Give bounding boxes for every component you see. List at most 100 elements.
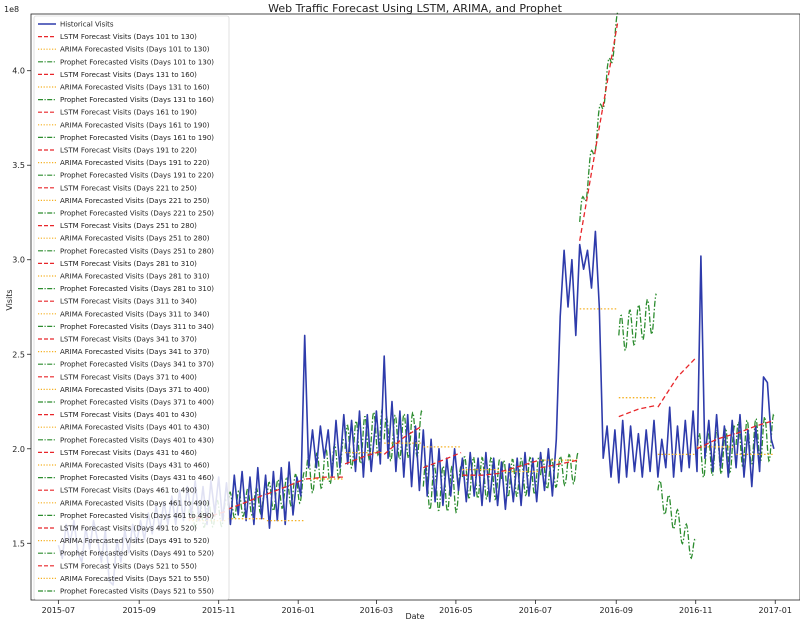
lstm-forecast-line <box>344 450 384 465</box>
legend-box <box>33 15 230 600</box>
y-axis-ticks: 1.5 2.0 2.5 3.0 3.5 4.0 <box>12 67 31 548</box>
legend-label: Prophet Forecasted Visits (Days 221 to 2… <box>60 210 214 218</box>
y-tick-label: 3.0 <box>12 256 25 265</box>
legend-label: ARIMA Forecasted Visits (Days 401 to 430… <box>60 424 210 432</box>
legend-label: LSTM Forecast Visits (Days 341 to 370) <box>60 336 197 344</box>
lstm-forecast-line <box>735 419 775 435</box>
x-tick-label: 2017-01 <box>759 606 792 615</box>
lstm-forecast-line <box>227 493 266 510</box>
legend-label: LSTM Forecast Visits (Days 161 to 190) <box>60 109 197 117</box>
legend-label: ARIMA Forecasted Visits (Days 491 to 520… <box>60 537 210 545</box>
legend-label: Historical Visits <box>60 21 114 29</box>
legend-label: LSTM Forecast Visits (Days 281 to 310) <box>60 260 197 268</box>
lstm-forecast-line <box>579 23 619 241</box>
lstm-forecast-line <box>501 459 540 473</box>
legend-label: ARIMA Forecasted Visits (Days 521 to 550… <box>60 575 210 583</box>
x-tick-label: 2016-11 <box>679 606 712 615</box>
legend-label: LSTM Forecast Visits (Days 371 to 400) <box>60 373 197 381</box>
x-tick-label: 2016-01 <box>281 606 314 615</box>
legend-label: LSTM Forecast Visits (Days 191 to 220) <box>60 147 197 155</box>
y-tick-label: 4.0 <box>12 67 25 76</box>
legend-label: Prophet Forecasted Visits (Days 101 to 1… <box>60 58 214 66</box>
legend-label: LSTM Forecast Visits (Days 401 to 430) <box>60 411 197 419</box>
x-axis-label: Date <box>405 612 424 621</box>
lstm-forecast-line <box>540 459 579 469</box>
prophet-forecast-line <box>500 455 540 498</box>
x-tick-label: 2015-11 <box>202 606 235 615</box>
y-tick-label: 3.5 <box>12 161 25 170</box>
y-scale-multiplier: 1e8 <box>4 5 19 14</box>
y-tick-label: 2.0 <box>12 445 25 454</box>
legend-label: ARIMA Forecasted Visits (Days 311 to 340… <box>60 310 210 318</box>
legend-label: Prophet Forecasted Visits (Days 431 to 4… <box>60 474 214 482</box>
legend-label: Prophet Forecasted Visits (Days 401 to 4… <box>60 436 214 444</box>
lstm-forecast-line <box>305 476 344 480</box>
legend-label: Prophet Forecasted Visits (Days 311 to 3… <box>60 323 214 331</box>
legend-label: ARIMA Forecasted Visits (Days 281 to 310… <box>60 273 210 281</box>
legend-label: Prophet Forecasted Visits (Days 371 to 4… <box>60 399 214 407</box>
legend-label: LSTM Forecast Visits (Days 131 to 160) <box>60 71 197 79</box>
prophet-forecast-line <box>657 479 697 560</box>
lstm-forecast-line <box>423 451 462 469</box>
legend: Historical Visits LSTM Forecast Visits (D… <box>33 15 230 600</box>
x-tick-label: 2015-07 <box>42 606 75 615</box>
legend-label: Prophet Forecasted Visits (Days 341 to 3… <box>60 361 214 369</box>
prophet-forecast-line <box>305 438 345 494</box>
legend-label: ARIMA Forecasted Visits (Days 161 to 190… <box>60 121 210 129</box>
legend-label: ARIMA Forecasted Visits (Days 431 to 460… <box>60 462 210 470</box>
legend-label: LSTM Forecast Visits (Days 221 to 250) <box>60 184 197 192</box>
legend-label: ARIMA Forecasted Visits (Days 341 to 370… <box>60 348 210 356</box>
prophet-forecast-line <box>735 413 775 467</box>
prophet-forecast-line <box>579 12 619 222</box>
legend-label: LSTM Forecast Visits (Days 431 to 460) <box>60 449 197 457</box>
y-axis-label: Visits <box>5 289 14 310</box>
x-tick-label: 2016-05 <box>439 606 472 615</box>
prophet-forecast-line <box>266 470 306 512</box>
lstm-forecast-line <box>266 478 305 495</box>
legend-label: Prophet Forecasted Visits (Days 191 to 2… <box>60 172 214 180</box>
y-tick-label: 2.5 <box>12 350 25 359</box>
plot-area-frame <box>30 13 800 601</box>
lstm-forecast-line <box>657 357 697 408</box>
prophet-forecast-line <box>227 485 266 519</box>
x-tick-label: 2016-09 <box>600 606 633 615</box>
prophet-forecast-line <box>618 293 657 352</box>
legend-label: ARIMA Forecasted Visits (Days 131 to 160… <box>60 84 210 92</box>
legend-label: LSTM Forecast Visits (Days 311 to 340) <box>60 298 197 306</box>
legend-label: LSTM Forecast Visits (Days 491 to 520) <box>60 525 197 533</box>
legend-label: ARIMA Forecasted Visits (Days 371 to 400… <box>60 386 210 394</box>
chart-title: Web Traffic Forecast Using LSTM, ARIMA, … <box>268 2 562 15</box>
legend-label: LSTM Forecast Visits (Days 521 to 550) <box>60 562 197 570</box>
lstm-forecast-line <box>462 472 501 476</box>
lstm-forecast-line <box>383 425 423 455</box>
legend-label: ARIMA Forecasted Visits (Days 191 to 220… <box>60 159 210 167</box>
legend-label: ARIMA Forecasted Visits (Days 461 to 490… <box>60 499 210 507</box>
legend-label: LSTM Forecast Visits (Days 101 to 130) <box>60 33 197 41</box>
plot-series <box>57 12 775 586</box>
legend-label: Prophet Forecasted Visits (Days 281 to 3… <box>60 285 214 293</box>
x-axis-ticks: 2015-07 2015-09 2015-11 2016-01 2016-03 2016-… <box>42 600 792 615</box>
legend-label: ARIMA Forecasted Visits (Days 251 to 280… <box>60 235 210 243</box>
legend-label: Prophet Forecasted Visits (Days 251 to 2… <box>60 247 214 255</box>
legend-label: Prophet Forecasted Visits (Days 491 to 5… <box>60 550 214 558</box>
legend-label: LSTM Forecast Visits (Days 461 to 490) <box>60 487 197 495</box>
legend-label: Prophet Forecasted Visits (Days 521 to 5… <box>60 588 214 596</box>
lstm-forecast-line <box>696 433 735 450</box>
legend-label: LSTM Forecast Visits (Days 251 to 280) <box>60 222 197 230</box>
y-tick-label: 1.5 <box>12 539 25 548</box>
x-tick-label: 2016-03 <box>360 606 393 615</box>
x-tick-label: 2016-07 <box>519 606 552 615</box>
legend-label: ARIMA Forecasted Visits (Days 221 to 250… <box>60 197 210 205</box>
prophet-forecast-line <box>422 463 462 514</box>
legend-label: Prophet Forecasted Visits (Days 131 to 1… <box>60 96 214 104</box>
prophet-forecast-line <box>461 456 501 501</box>
prophet-forecast-line <box>383 409 423 462</box>
x-tick-label: 2015-09 <box>122 606 155 615</box>
prophet-forecast-line <box>344 406 384 470</box>
legend-label: Prophet Forecasted Visits (Days 161 to 1… <box>60 134 214 142</box>
lstm-forecast-line <box>618 404 657 418</box>
legend-label: ARIMA Forecasted Visits (Days 101 to 130… <box>60 46 210 54</box>
prophet-forecast-line <box>539 451 579 490</box>
legend-label: Prophet Forecasted Visits (Days 461 to 4… <box>60 512 214 520</box>
